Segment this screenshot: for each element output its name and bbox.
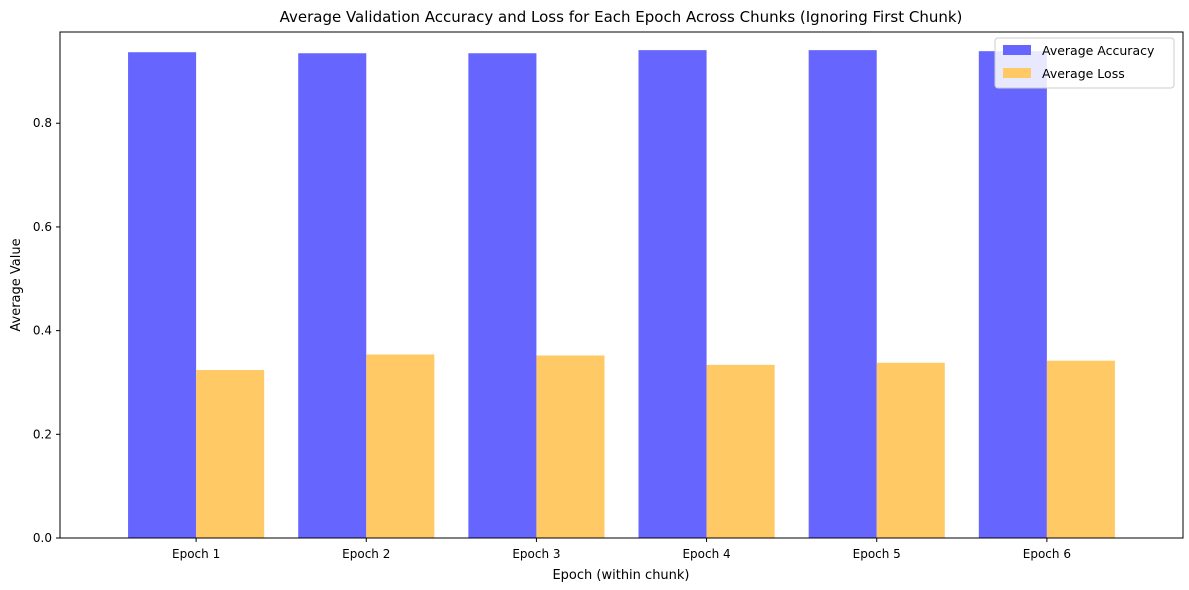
bar-accuracy-5: [808, 50, 877, 538]
bars-group: [128, 50, 1115, 539]
y-tick-label: 0.2: [33, 427, 52, 441]
x-tick-label: Epoch 5: [853, 547, 901, 561]
bar-accuracy-4: [638, 50, 707, 538]
x-axis-label: Epoch (within chunk): [552, 568, 689, 583]
legend-label-loss: Average Loss: [1042, 66, 1125, 81]
y-tick-label: 0.4: [33, 324, 52, 338]
legend-swatch-accuracy: [1003, 45, 1031, 55]
y-tick-label: 0.0: [33, 531, 52, 545]
chart-title: Average Validation Accuracy and Loss for…: [280, 8, 963, 26]
bar-accuracy-2: [298, 53, 367, 538]
y-axis-ticks: 0.0 0.2 0.4 0.6 0.8: [33, 116, 60, 545]
bar-loss-4: [706, 364, 775, 538]
bar-loss-5: [876, 362, 945, 538]
x-tick-label: Epoch 4: [682, 547, 730, 561]
y-axis-label: Average Value: [9, 238, 24, 331]
legend: Average Accuracy Average Loss: [994, 37, 1175, 89]
x-tick-label: Epoch 1: [172, 547, 220, 561]
x-tick-label: Epoch 6: [1023, 547, 1071, 561]
y-tick-label: 0.8: [33, 116, 52, 130]
bar-loss-2: [366, 354, 435, 538]
y-tick-label: 0.6: [33, 220, 52, 234]
bar-accuracy-3: [468, 53, 537, 538]
legend-label-accuracy: Average Accuracy: [1042, 43, 1155, 58]
x-axis-ticks: Epoch 1 Epoch 2 Epoch 3 Epoch 4 Epoch 5 Epoch…: [172, 538, 1071, 561]
bar-loss-6: [1046, 360, 1115, 538]
plot-frame: [59, 31, 1184, 539]
bar-accuracy-6: [978, 51, 1047, 539]
bar-loss-3: [536, 355, 605, 538]
bar-loss-1: [196, 370, 265, 538]
legend-swatch-loss: [1003, 68, 1031, 78]
x-tick-label: Epoch 3: [512, 547, 560, 561]
x-tick-label: Epoch 2: [342, 547, 390, 561]
legend-box: [994, 37, 1175, 89]
bar-accuracy-1: [128, 52, 197, 538]
